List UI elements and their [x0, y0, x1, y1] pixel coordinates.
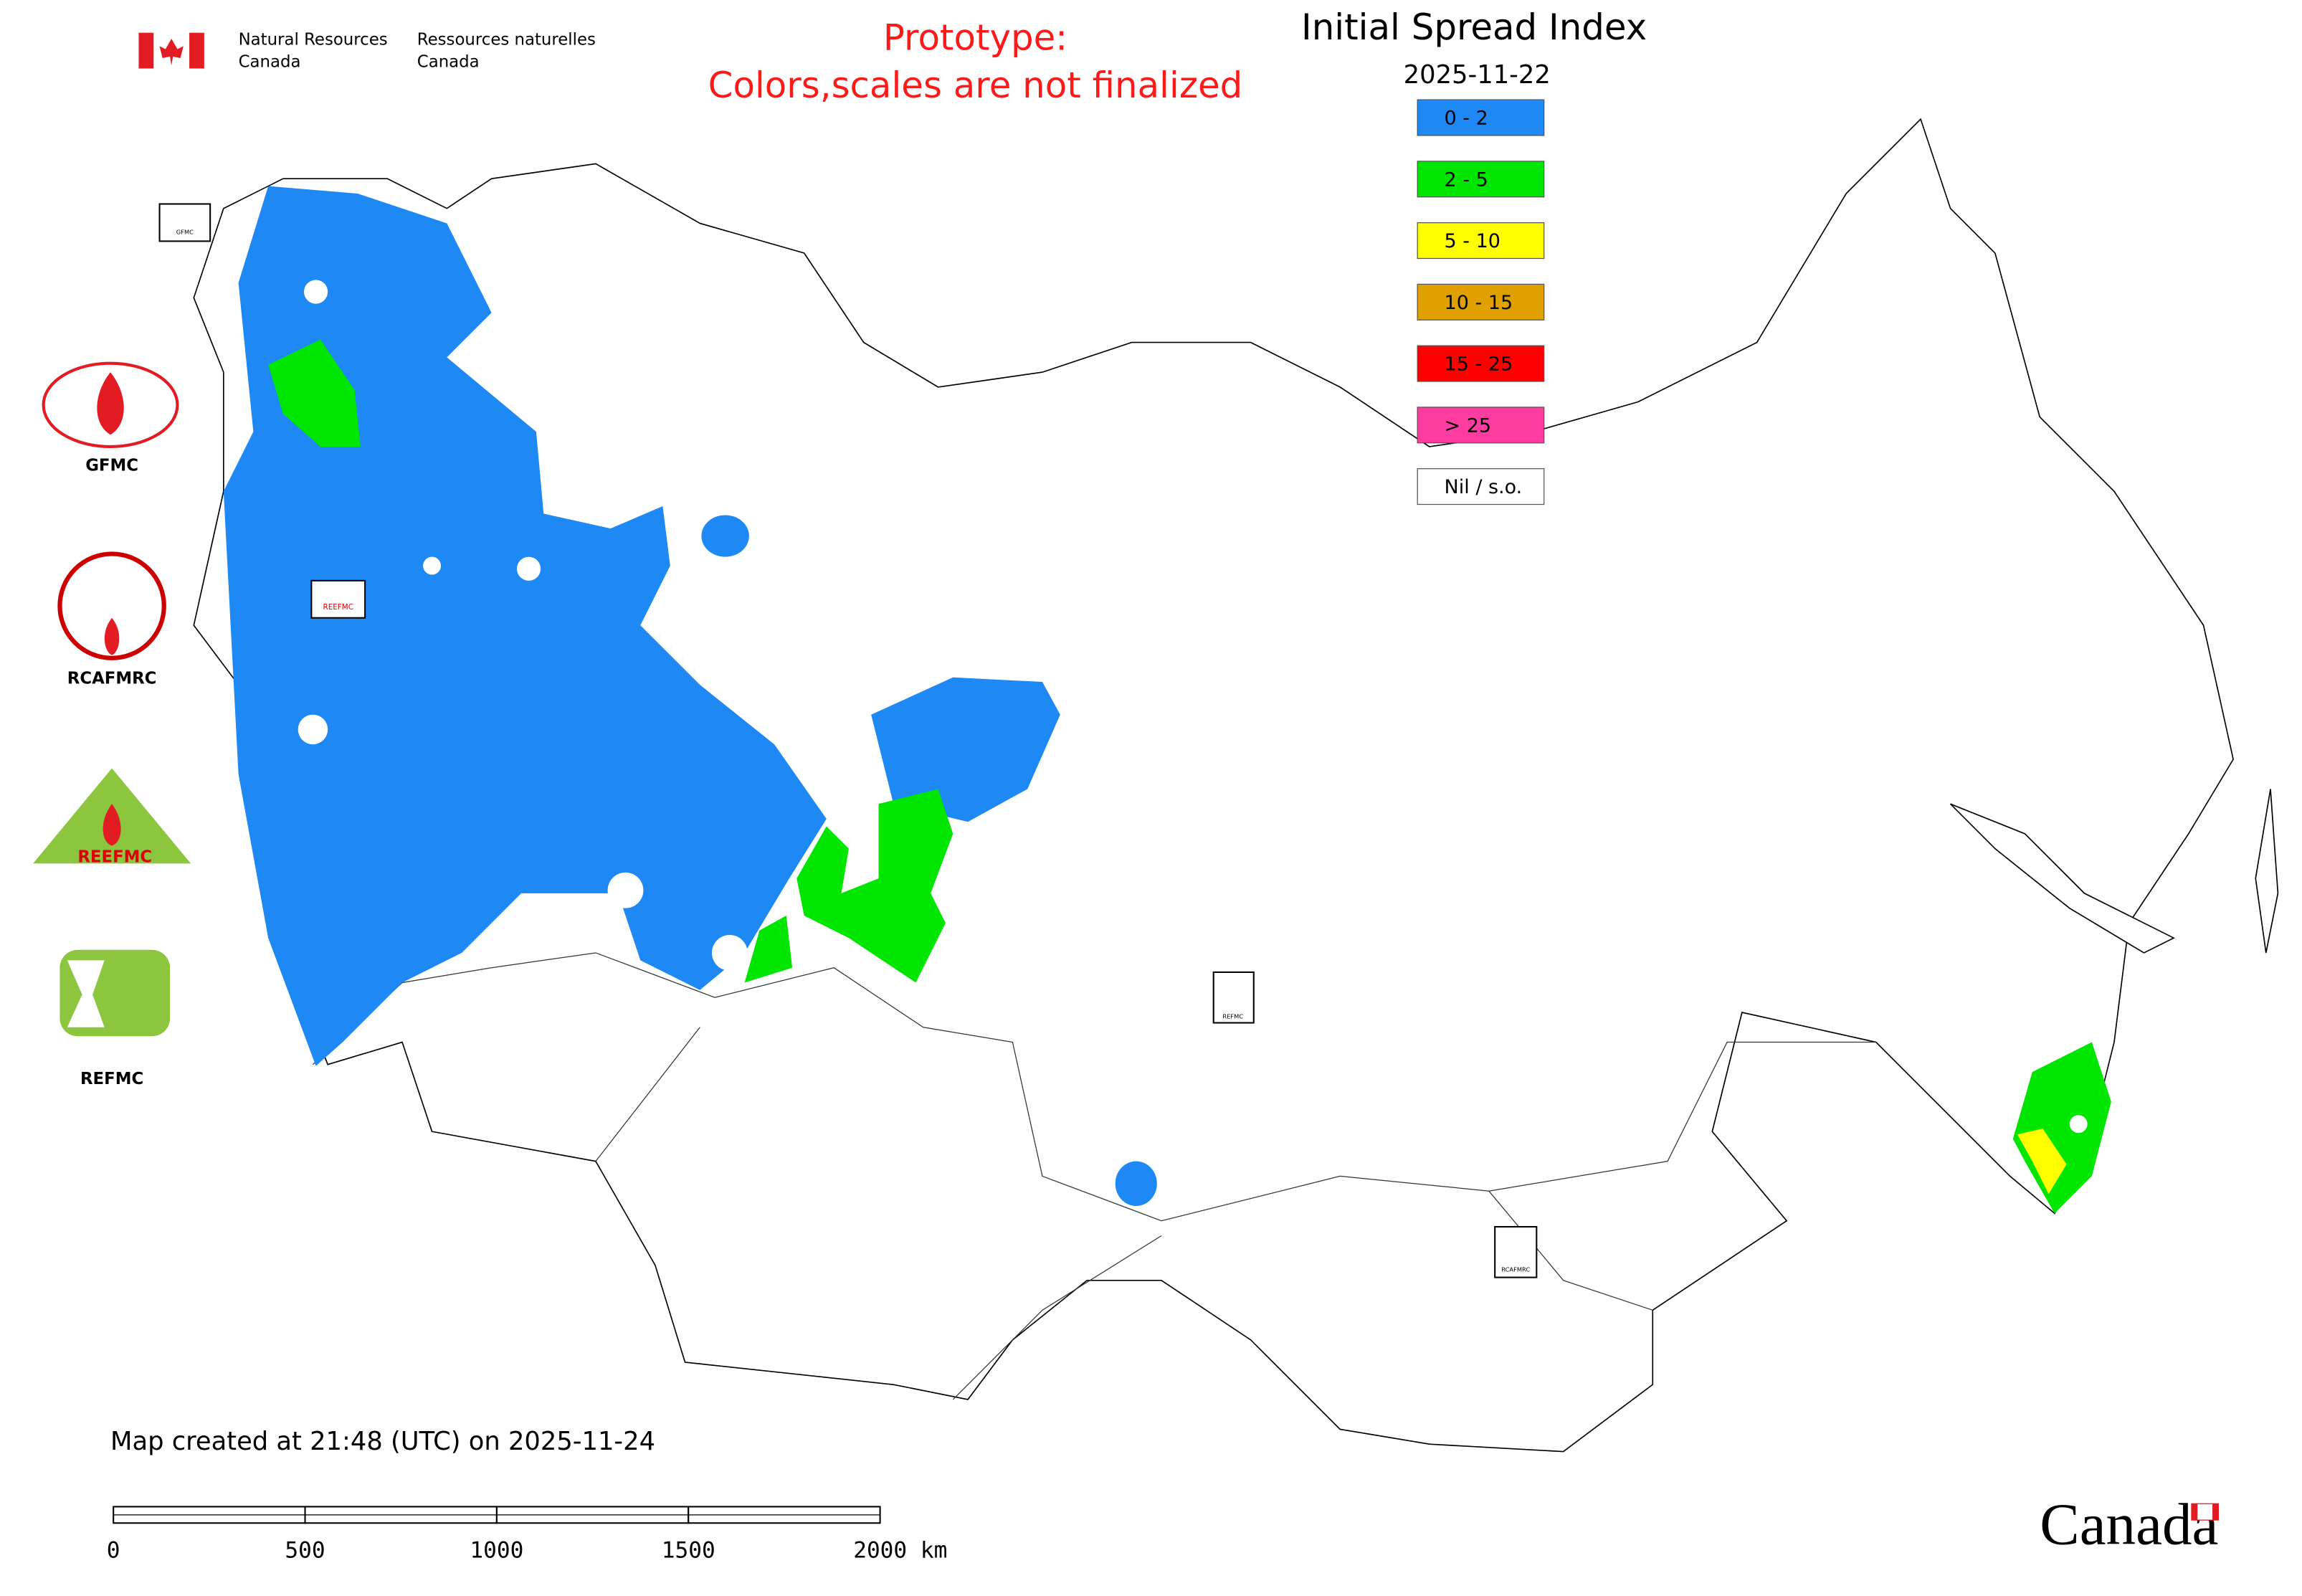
- isi-5-10-region: [2017, 1128, 2067, 1194]
- nil-region: [423, 556, 442, 575]
- flag-bar: [189, 32, 204, 69]
- legend-swatch: [1417, 222, 1545, 260]
- legend-swatch: [1417, 283, 1545, 320]
- wordmark-flag: [2191, 1504, 2198, 1521]
- legend-swatch: [1417, 407, 1545, 444]
- legend-swatch: [1417, 99, 1545, 136]
- rcafmrc-logo: [57, 551, 166, 660]
- legend-swatch: [1417, 468, 1545, 505]
- partner-label: GFMC: [85, 456, 138, 475]
- legend-swatch: [1417, 345, 1545, 382]
- partner-label: REFMC: [80, 1070, 143, 1088]
- island: [1949, 803, 2175, 954]
- scale-label: 1000: [470, 1538, 523, 1564]
- wordmark-flag: [2212, 1504, 2219, 1521]
- scale-bar: 0 500 1000 1500 2000 km: [107, 1506, 947, 1564]
- isi-0-2-region: [871, 677, 1060, 822]
- map-marker-label: GFMC: [176, 228, 194, 235]
- legend-label: 0 - 2: [1445, 108, 1488, 130]
- map-marker-label: REFMC: [1222, 1013, 1243, 1020]
- scale-label: 2000 km: [853, 1538, 947, 1564]
- flag-bar: [138, 32, 154, 69]
- map-marker-label: REEFMC: [323, 603, 353, 612]
- nil-region: [303, 280, 328, 304]
- legend-swatch: [1417, 161, 1545, 198]
- maple-leaf: [159, 38, 184, 66]
- legend-label: 2 - 5: [1445, 168, 1488, 191]
- nil-region: [607, 872, 644, 908]
- notice: Colors,scales are not finalized: [708, 65, 1243, 106]
- isi-2-5-region: [268, 339, 361, 447]
- country-border: [595, 1027, 1653, 1400]
- notice: Prototype:: [883, 17, 1067, 59]
- partner-logo-text: REEFMC: [77, 848, 152, 867]
- legend-date: 2025-11-22: [1404, 60, 1551, 90]
- refmc-logo: [67, 960, 105, 1027]
- partner-label: RCAFMRC: [67, 669, 157, 688]
- map-marker: [310, 579, 366, 619]
- map-marker: [1494, 1225, 1538, 1278]
- department-en: Natural Resources: [239, 31, 388, 49]
- gfmc-logo: [97, 372, 124, 435]
- scale-label: 500: [285, 1538, 325, 1564]
- department-fr: Ressources naturelles: [417, 31, 596, 49]
- reefmc-logo: [103, 804, 121, 846]
- map-marker-label: RCAFMRC: [1501, 1266, 1530, 1273]
- department-en: Canada: [239, 53, 301, 72]
- legend-label: > 25: [1445, 414, 1492, 437]
- nil-region: [2069, 1115, 2088, 1134]
- legend-label: 15 - 25: [1445, 353, 1513, 376]
- isi-0-2-region: [701, 515, 749, 557]
- gfmc-logo: [42, 361, 179, 449]
- legend: 0 - 2 2 - 5 5 - 10 10 - 15 15 - 25 > 25 Nil / …: [1417, 99, 1545, 505]
- nil-region: [516, 556, 541, 581]
- isi-0-2-region: [223, 186, 827, 1066]
- rcafmrc-logo: [104, 617, 120, 655]
- isi-2-5-region: [744, 916, 793, 983]
- legend-title: Initial Spread Index: [1301, 6, 1647, 48]
- nil-region: [711, 935, 748, 971]
- land-outline: [193, 118, 2234, 1453]
- map-marker: [158, 203, 211, 242]
- legend-label: 10 - 15: [1445, 292, 1513, 314]
- legend-label: 5 - 10: [1445, 230, 1500, 252]
- canada-wordmark: Canada: [2040, 1491, 2218, 1557]
- nil-region: [298, 714, 328, 745]
- isi-2-5-region: [796, 789, 953, 983]
- department-fr: Canada: [417, 53, 480, 72]
- scale-label: 1500: [662, 1538, 715, 1564]
- country-border: [313, 952, 1876, 1222]
- legend-label: Nil / s.o.: [1445, 476, 1523, 498]
- island: [2255, 789, 2279, 954]
- map-marker: [1212, 971, 1255, 1024]
- scale-label: 0: [107, 1538, 120, 1564]
- isi-0-2-region: [1115, 1161, 1157, 1206]
- creation-note: Map created at 21:48 (UTC) on 2025-11-24: [110, 1427, 655, 1456]
